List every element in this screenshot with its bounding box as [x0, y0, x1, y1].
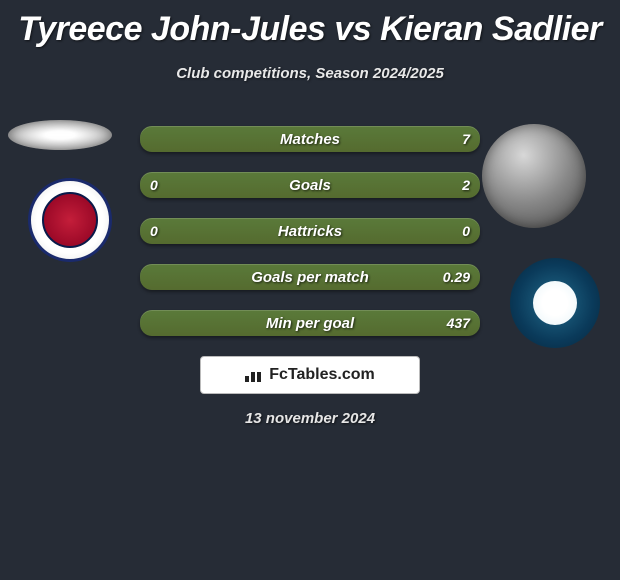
player-right-photo — [482, 124, 586, 228]
stat-label: Goals — [289, 177, 331, 194]
stat-val-right: 7 — [462, 131, 470, 147]
page-subtitle: Club competitions, Season 2024/2025 — [0, 65, 620, 82]
stat-val-left: 0 — [150, 223, 158, 239]
stat-label: Hattricks — [278, 223, 342, 240]
stat-val-right: 0 — [462, 223, 470, 239]
date-label: 13 november 2024 — [0, 410, 620, 427]
player-left-photo — [8, 120, 112, 150]
page-title: Tyreece John-Jules vs Kieran Sadlier — [0, 0, 620, 49]
stat-row-goals: 0 Goals 2 — [140, 172, 480, 198]
stat-label: Matches — [280, 131, 340, 148]
stat-val-left: 0 — [150, 177, 158, 193]
brand-link[interactable]: FcTables.com — [200, 356, 420, 394]
stat-label: Goals per match — [251, 269, 369, 286]
stat-row-hattricks: 0 Hattricks 0 — [140, 218, 480, 244]
stat-row-min-per-goal: Min per goal 437 — [140, 310, 480, 336]
brand-text: FcTables.com — [269, 366, 375, 384]
stats-container: Matches 7 0 Goals 2 0 Hattricks 0 Goals … — [140, 126, 480, 356]
stat-row-goals-per-match: Goals per match 0.29 — [140, 264, 480, 290]
stat-label: Min per goal — [266, 315, 354, 332]
stat-val-right: 2 — [462, 177, 470, 193]
club-left-badge — [28, 178, 112, 262]
stat-val-right: 437 — [447, 315, 470, 331]
club-right-badge — [510, 258, 600, 348]
bar-chart-icon — [245, 368, 263, 382]
stat-val-right: 0.29 — [443, 269, 470, 285]
stat-row-matches: Matches 7 — [140, 126, 480, 152]
